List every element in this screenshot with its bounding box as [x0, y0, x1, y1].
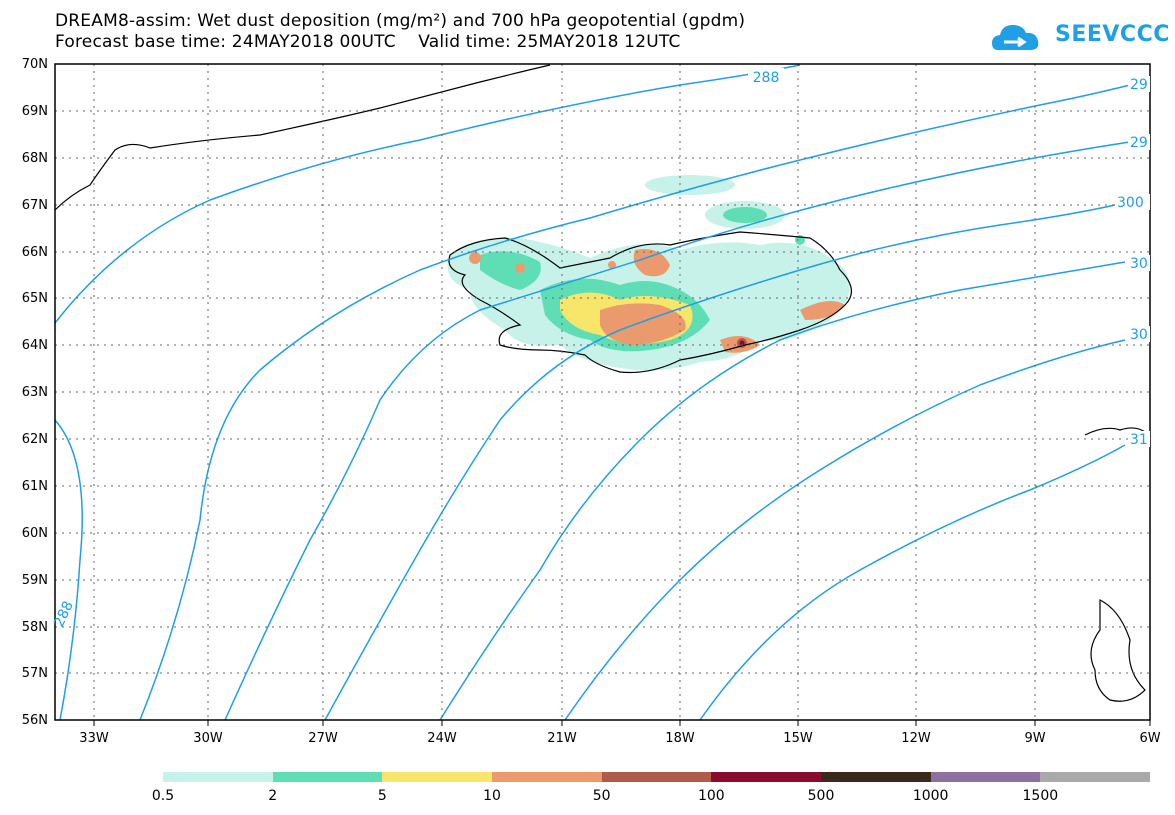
lon-label: 18W: [665, 731, 695, 746]
lat-label: 59N: [22, 573, 48, 588]
map-title: DREAM8-assim: Wet dust deposition (mg/m²…: [55, 11, 746, 31]
colorbar-label: 10: [483, 788, 501, 804]
latitude-labels: 70N 69N 68N 67N 66N 65N 64N 63N 62N 61N …: [22, 57, 48, 728]
lon-label: 21W: [547, 731, 577, 746]
colorbar-label: 1000: [912, 788, 949, 804]
contour-label: 288: [753, 70, 780, 86]
colorbar-swatch: [601, 772, 712, 782]
logo-text: SEEVCCC: [1055, 22, 1170, 47]
colorbar-swatch: [382, 772, 493, 782]
colorbar-label: 50: [592, 788, 611, 804]
colorbar-label: 5: [377, 788, 387, 804]
contour-labels: 288 29 29 300 30 30 31 288: [51, 68, 1150, 630]
colorbar-swatch: [1040, 772, 1151, 782]
lat-label: 64N: [22, 338, 48, 353]
colorbar-label: 0.5: [151, 788, 175, 804]
longitude-labels: 33W 30W 27W 24W 21W 18W 15W 12W 9W 6W: [79, 731, 1160, 746]
cloud-icon: [992, 25, 1039, 50]
contour-label: 30: [1130, 327, 1148, 343]
contour-label: 31: [1130, 432, 1148, 448]
map-grid: [55, 64, 1150, 720]
colorbar-swatch: [821, 772, 931, 782]
axis-ticks: [93, 720, 1151, 726]
colorbar-swatch: [492, 772, 602, 782]
lat-label: 70N: [22, 57, 48, 72]
colorbar-swatch: [163, 772, 273, 782]
lon-label: 24W: [427, 731, 457, 746]
contour-label: 29: [1130, 135, 1148, 151]
lat-label: 67N: [22, 198, 48, 213]
lat-label: 63N: [22, 385, 48, 400]
colorbar-swatch: [711, 772, 822, 782]
contour-label: 29: [1130, 77, 1148, 93]
colorbar-label: 100: [697, 788, 725, 804]
contour-label: 300: [1117, 195, 1144, 211]
lon-label: 9W: [1024, 731, 1045, 746]
lat-label: 56N: [22, 713, 48, 728]
lat-label: 69N: [22, 104, 48, 119]
contour-label: 30: [1130, 256, 1148, 272]
lat-label: 61N: [22, 479, 48, 494]
lat-label: 58N: [22, 620, 48, 635]
dust-deposition-field: [447, 175, 850, 371]
lon-label: 27W: [308, 731, 338, 746]
coastlines: [54, 64, 1146, 702]
geopotential-contours: [54, 64, 1131, 721]
colorbar: [163, 772, 1151, 782]
lon-label: 6W: [1139, 731, 1160, 746]
colorbar-label: 1500: [1022, 788, 1059, 804]
lon-label: 30W: [193, 731, 223, 746]
lat-label: 60N: [22, 526, 48, 541]
lon-label: 33W: [79, 731, 109, 746]
lat-label: 68N: [22, 151, 48, 166]
map-subtitle: Forecast base time: 24MAY2018 00UTC Vali…: [55, 32, 681, 52]
lat-label: 65N: [22, 291, 48, 306]
colorbar-swatch: [930, 772, 1041, 782]
lat-label: 62N: [22, 432, 48, 447]
colorbar-label: 500: [807, 788, 835, 804]
colorbar-label: 2: [268, 788, 278, 804]
lon-label: 12W: [901, 731, 931, 746]
map-frame: [54, 63, 1151, 721]
lat-label: 66N: [22, 245, 48, 260]
colorbar-swatch: [272, 772, 383, 782]
lon-label: 15W: [783, 731, 813, 746]
lat-label: 57N: [22, 666, 48, 681]
